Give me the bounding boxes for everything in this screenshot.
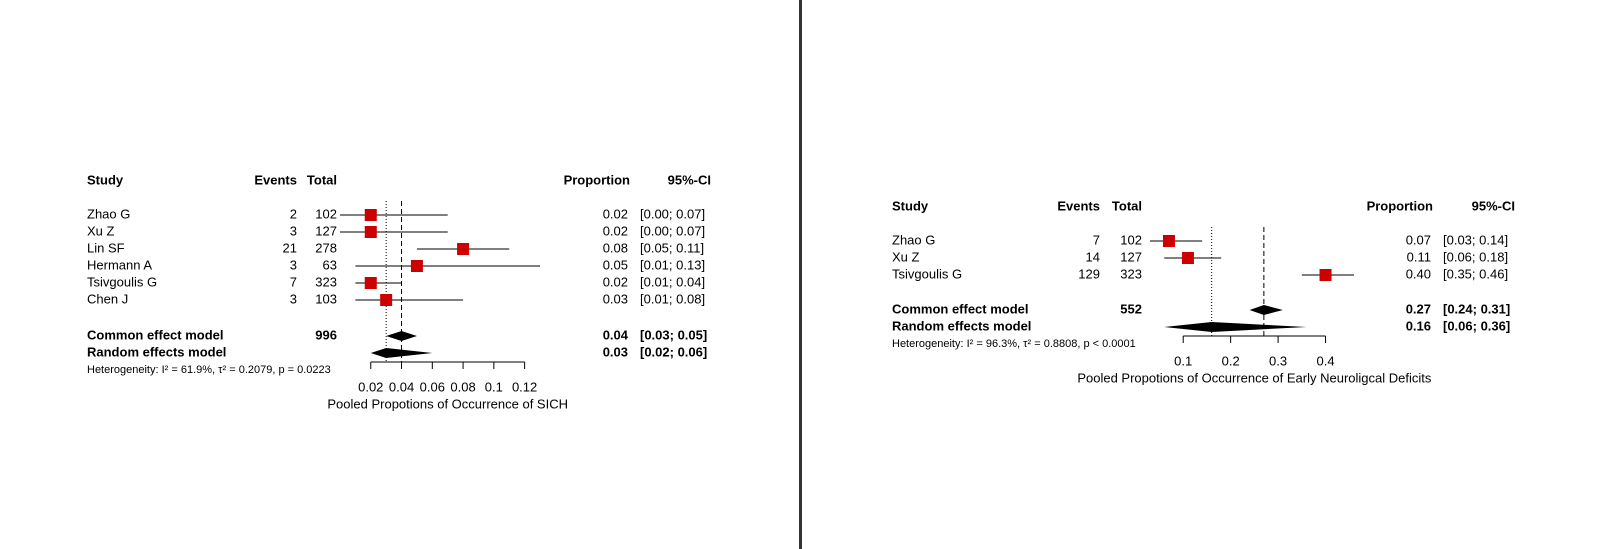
study-square <box>380 294 393 306</box>
model-total: 996 <box>315 327 337 342</box>
model-name: Common effect model <box>87 327 224 342</box>
proportion: 0.03 <box>603 291 628 306</box>
ci-label: [0.05; 0.11] <box>640 240 704 255</box>
study-square <box>364 209 377 221</box>
x-tick-label: 0.4 <box>1316 353 1334 368</box>
header-proportion: Proportion <box>1367 198 1433 213</box>
ci-label: [0.03; 0.14] <box>1443 232 1508 247</box>
header-total: Total <box>1112 198 1142 213</box>
total: 103 <box>315 291 337 306</box>
model-proportion: 0.27 <box>1406 301 1431 316</box>
study-name: Lin SF <box>87 240 125 255</box>
x-tick-label: 0.06 <box>420 379 445 394</box>
total: 278 <box>315 240 337 255</box>
header-ci: 95%-CI <box>668 172 711 187</box>
events: 3 <box>290 257 297 272</box>
study-name: Tsivgoulis G <box>892 266 962 281</box>
events: 3 <box>290 223 297 238</box>
x-tick-label: 0.1 <box>485 379 503 394</box>
proportion: 0.02 <box>603 223 628 238</box>
proportion: 0.05 <box>603 257 628 272</box>
study-name: Zhao G <box>892 232 935 247</box>
events: 129 <box>1078 266 1100 281</box>
ci-label: [0.01; 0.08] <box>640 291 705 306</box>
study-square <box>457 243 470 255</box>
x-tick-label: 0.1 <box>1174 353 1192 368</box>
x-tick-label: 0.08 <box>450 379 475 394</box>
study-name: Tsivgoulis G <box>87 274 157 289</box>
proportion: 0.02 <box>603 274 628 289</box>
model-proportion: 0.16 <box>1406 318 1431 333</box>
study-square <box>1319 269 1332 281</box>
model-proportion: 0.04 <box>603 327 629 342</box>
header-total: Total <box>307 172 337 187</box>
x-axis-title: Pooled Propotions of Occurrence of SICH <box>327 396 568 411</box>
events: 21 <box>283 240 297 255</box>
x-tick-label: 0.3 <box>1269 353 1287 368</box>
ci-label: [0.06; 0.18] <box>1443 249 1508 264</box>
model-total: 552 <box>1120 301 1142 316</box>
study-name: Zhao G <box>87 206 130 221</box>
header-ci: 95%-CI <box>1472 198 1515 213</box>
study-name: Xu Z <box>892 249 920 264</box>
total: 323 <box>315 274 337 289</box>
header-study: Study <box>892 198 929 213</box>
heterogeneity: Heterogeneity: I² = 61.9%, τ² = 0.2079, … <box>87 364 331 376</box>
total: 127 <box>1120 249 1142 264</box>
divider <box>799 0 802 549</box>
heterogeneity: Heterogeneity: I² = 96.3%, τ² = 0.8808, … <box>892 338 1136 350</box>
study-square <box>1162 235 1175 247</box>
header-events: Events <box>254 172 297 187</box>
model-diamond <box>370 348 433 358</box>
model-ci: [0.03; 0.05] <box>640 327 707 342</box>
study-name: Xu Z <box>87 223 115 238</box>
study-square <box>1181 252 1194 264</box>
total: 102 <box>1120 232 1142 247</box>
model-ci: [0.02; 0.06] <box>640 344 707 359</box>
model-name: Common effect model <box>892 301 1029 316</box>
model-name: Random effects model <box>87 344 226 359</box>
x-tick-label: 0.04 <box>389 379 414 394</box>
events: 14 <box>1086 249 1100 264</box>
events: 2 <box>290 206 297 221</box>
ci-label: [0.00; 0.07] <box>640 206 705 221</box>
model-proportion: 0.03 <box>603 344 628 359</box>
total: 127 <box>315 223 337 238</box>
model-ci: [0.24; 0.31] <box>1443 301 1510 316</box>
total: 102 <box>315 206 337 221</box>
model-ci: [0.06; 0.36] <box>1443 318 1510 333</box>
total: 63 <box>323 257 337 272</box>
ci-label: [0.01; 0.13] <box>640 257 705 272</box>
ci-label: [0.01; 0.04] <box>640 274 705 289</box>
study-square <box>410 260 423 272</box>
ci-label: [0.35; 0.46] <box>1443 266 1508 281</box>
proportion: 0.07 <box>1406 232 1431 247</box>
events: 3 <box>290 291 297 306</box>
header-study: Study <box>87 172 124 187</box>
x-tick-label: 0.02 <box>358 379 383 394</box>
events: 7 <box>1093 232 1100 247</box>
events: 7 <box>290 274 297 289</box>
study-square <box>364 277 377 289</box>
model-diamond <box>386 331 417 341</box>
x-axis-title: Pooled Propotions of Occurrence of Early… <box>1077 370 1432 385</box>
x-tick-label: 0.2 <box>1222 353 1240 368</box>
total: 323 <box>1120 266 1142 281</box>
header-events: Events <box>1057 198 1100 213</box>
header-proportion: Proportion <box>564 172 630 187</box>
proportion: 0.08 <box>603 240 628 255</box>
study-name: Chen J <box>87 291 128 306</box>
study-name: Hermann A <box>87 257 152 272</box>
proportion: 0.11 <box>1407 249 1431 264</box>
x-tick-label: 0.12 <box>512 379 537 394</box>
ci-label: [0.00; 0.07] <box>640 223 705 238</box>
study-square <box>364 226 377 238</box>
proportion: 0.02 <box>603 206 628 221</box>
proportion: 0.40 <box>1406 266 1431 281</box>
model-name: Random effects model <box>892 318 1031 333</box>
model-diamond <box>1164 322 1307 332</box>
model-diamond <box>1249 305 1283 315</box>
